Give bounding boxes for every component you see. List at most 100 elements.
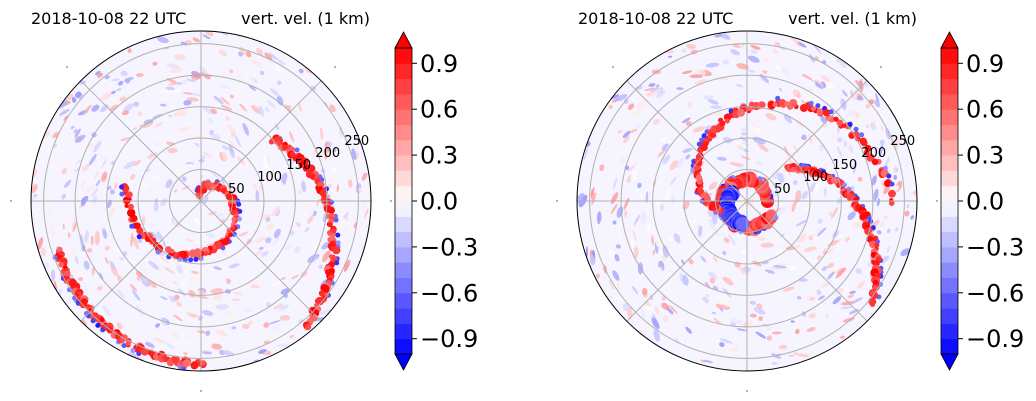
field-speckle: [599, 164, 605, 171]
polar-panel-left: 2018-10-08 22 UTC vert. vel. (1 km) 50 10…: [30, 9, 372, 372]
field-speckle: [153, 139, 164, 147]
field-speckle: [773, 202, 784, 213]
field-speckle: [772, 174, 777, 180]
field-speckle: [313, 210, 317, 217]
field-speckle: [646, 92, 652, 97]
field-speckle: [188, 289, 196, 298]
field-speckle: [748, 251, 760, 258]
field-speckle: [259, 70, 265, 76]
field-speckle: [728, 234, 736, 246]
panel-right-title-time: 2018-10-08 22 UTC: [578, 9, 733, 28]
field-band-cell: [866, 153, 875, 162]
field-speckle: [823, 186, 827, 197]
field-speckle: [211, 343, 222, 350]
field-speckle: [847, 294, 854, 299]
field-speckle: [52, 131, 60, 139]
field-speckle: [43, 262, 49, 269]
field-speckle: [276, 80, 282, 86]
field-band-cell: [869, 300, 876, 307]
field-speckle: [187, 97, 199, 102]
field-speckle: [168, 82, 180, 86]
field-speckle: [86, 248, 93, 253]
field-speckle: [200, 154, 206, 161]
field-speckle: [165, 179, 173, 189]
field-speckle: [669, 304, 678, 314]
axis-dot: [390, 200, 392, 202]
field-speckle: [719, 342, 725, 348]
field-band-cell: [332, 246, 341, 255]
field-speckle: [811, 229, 818, 239]
field-band-cell: [144, 235, 152, 243]
field-speckle: [776, 206, 788, 216]
field-speckle: [127, 48, 132, 53]
field-speckle: [837, 233, 844, 240]
field-speckle: [659, 203, 664, 211]
colorbar-level: [395, 201, 412, 217]
field-speckle: [757, 142, 769, 153]
field-speckle: [821, 75, 831, 83]
field-speckle: [710, 105, 722, 109]
field-band-cell: [68, 279, 77, 288]
field-speckle: [651, 317, 660, 330]
colorbar-tick-label: 0.3: [420, 142, 458, 170]
field-speckle: [133, 159, 142, 167]
field-speckle: [160, 198, 168, 207]
field-band-cell: [141, 348, 149, 356]
field-speckle: [765, 72, 776, 77]
panel-right-noise: [577, 31, 917, 365]
field-speckle: [265, 237, 272, 244]
field-speckle: [109, 189, 116, 195]
field-speckle: [646, 223, 651, 234]
field-band-cell: [193, 256, 199, 262]
field-speckle: [192, 37, 201, 43]
field-speckle: [317, 309, 331, 316]
field-speckle: [590, 186, 595, 197]
field-speckle: [38, 156, 45, 161]
field-band-cell: [886, 173, 892, 179]
field-speckle: [651, 235, 655, 246]
field-speckle: [747, 320, 753, 326]
azimuth-spoke: [626, 200, 748, 322]
field-speckle: [801, 134, 807, 141]
field-band-cell: [282, 144, 288, 151]
field-band-cell: [330, 228, 337, 234]
field-speckle: [91, 266, 95, 276]
field-speckle: [734, 341, 740, 348]
field-speckle: [623, 98, 629, 105]
field-speckle: [825, 81, 835, 91]
field-speckle: [624, 209, 627, 218]
field-speckle: [47, 206, 54, 217]
field-speckle: [661, 302, 670, 311]
field-speckle: [59, 109, 70, 116]
field-speckle: [801, 73, 813, 81]
field-speckle: [895, 227, 899, 232]
field-band-cell: [165, 246, 172, 253]
field-speckle: [233, 291, 243, 296]
field-speckle: [705, 294, 710, 298]
field-speckle: [101, 171, 108, 182]
field-speckle: [183, 99, 192, 106]
polar-panel-right: 2018-10-08 22 UTC vert. vel. (1 km) 50 10…: [576, 9, 918, 372]
field-speckle: [109, 104, 119, 111]
field-speckle: [707, 99, 719, 105]
field-speckle: [189, 277, 199, 283]
field-band-cell: [836, 119, 844, 126]
field-speckle: [273, 228, 281, 239]
field-speckle: [653, 329, 660, 342]
field-speckle: [880, 124, 884, 133]
field-speckle: [688, 258, 694, 265]
field-speckle: [174, 168, 186, 175]
field-speckle: [736, 145, 745, 151]
field-speckle: [612, 220, 617, 225]
colorbar-tick-label: 0.0: [420, 188, 458, 216]
field-speckle: [615, 244, 622, 249]
field-speckle: [735, 83, 744, 88]
field-speckle: [741, 141, 750, 146]
field-speckle: [662, 244, 669, 258]
colorbar-level: [395, 124, 412, 141]
field-speckle: [865, 104, 871, 109]
colorbar-tick-label: −0.9: [420, 325, 478, 353]
field-speckle: [203, 107, 216, 115]
colorbar-extend-max: [940, 31, 959, 49]
field-speckle: [790, 37, 799, 43]
